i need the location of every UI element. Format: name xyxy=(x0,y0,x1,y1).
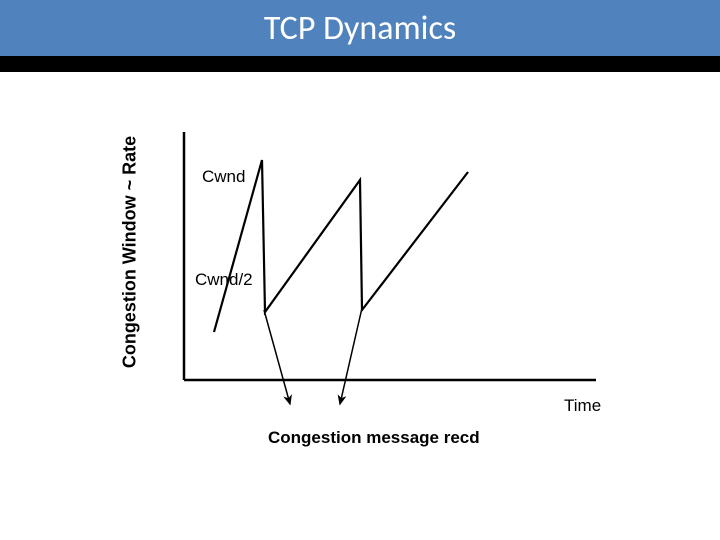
title-bar: TCP Dynamics xyxy=(0,0,720,56)
cwnd-half-label: Cwnd/2 xyxy=(195,270,253,290)
congestion-message-label: Congestion message recd xyxy=(268,428,480,448)
black-strip xyxy=(0,56,720,72)
chart-area: Congestion Window ~ Rate Cwnd Cwnd/2 Tim… xyxy=(0,72,720,540)
sawtooth-line xyxy=(214,160,468,332)
cwnd-label: Cwnd xyxy=(202,167,245,187)
congestion-arrow xyxy=(340,308,362,404)
y-axis-label: Congestion Window ~ Rate xyxy=(120,136,141,368)
x-axis-label: Time xyxy=(564,396,601,416)
congestion-arrow xyxy=(264,310,290,404)
chart-svg xyxy=(0,72,720,540)
congestion-arrows xyxy=(264,308,362,404)
slide-title: TCP Dynamics xyxy=(264,8,456,49)
